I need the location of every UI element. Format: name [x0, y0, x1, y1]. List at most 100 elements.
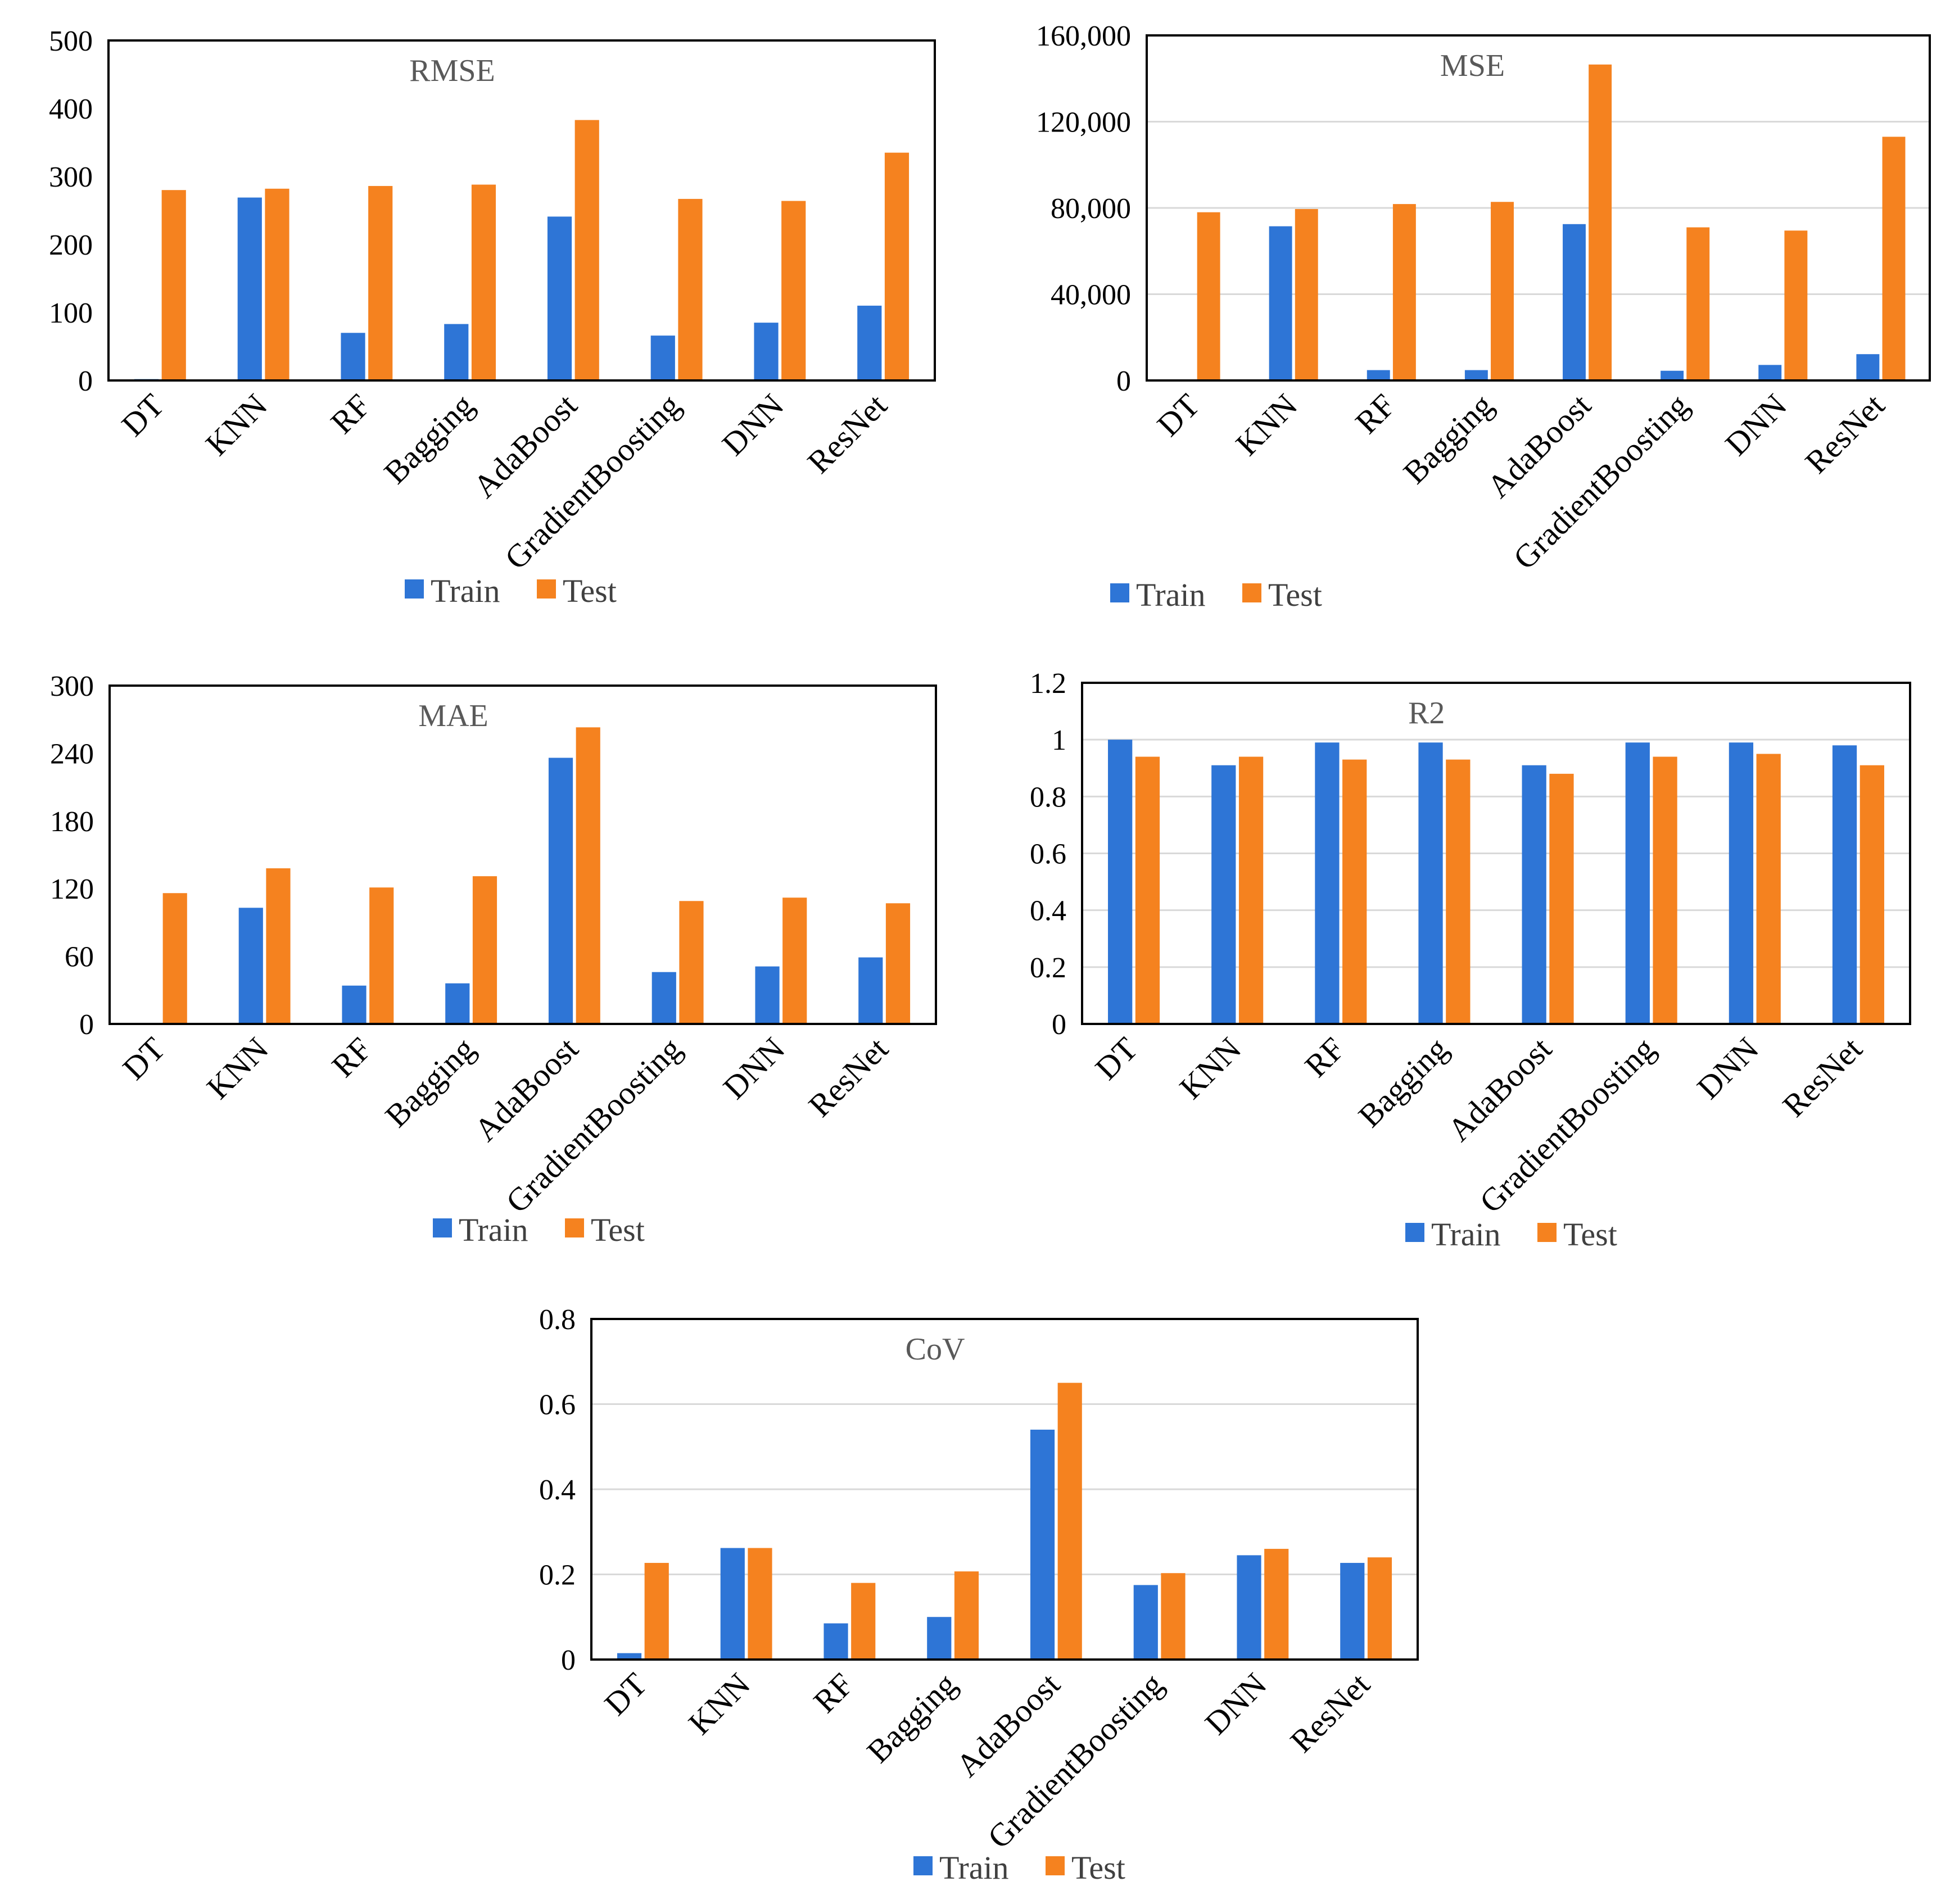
y-tick-label: 0.4	[539, 1474, 576, 1506]
category-label: GradientBoosting	[1506, 387, 1696, 577]
bar-test-dt	[1197, 212, 1220, 380]
bar-train-resnet	[1832, 745, 1857, 1024]
chart-title: RMSE	[409, 53, 495, 88]
chart-title: R2	[1408, 696, 1445, 731]
y-tick-label: 120	[50, 873, 94, 905]
bar-test-dt	[644, 1563, 669, 1660]
y-tick-label: 0.6	[539, 1389, 576, 1421]
bar-test-gradientboosting	[679, 901, 704, 1024]
legend-swatch-test	[537, 579, 556, 599]
category-label: DT	[597, 1666, 654, 1722]
y-tick-label: 0	[1116, 365, 1131, 397]
bar-test-rf	[851, 1583, 876, 1660]
y-tick-label: 160,000	[1036, 20, 1131, 52]
category-label: RF	[806, 1666, 860, 1720]
category-label: Bagging	[1351, 1030, 1455, 1134]
legend-label-test: Test	[1268, 577, 1322, 613]
bar-test-resnet	[1859, 765, 1884, 1024]
bar-train-bagging	[445, 983, 470, 1024]
bar-train-bagging	[1418, 742, 1443, 1024]
bar-train-bagging	[927, 1617, 952, 1660]
bar-train-dnn	[754, 323, 779, 380]
y-tick-label: 500	[49, 25, 93, 57]
category-label: KNN	[1173, 1030, 1248, 1106]
bar-train-knn	[237, 197, 262, 380]
category-label: ResNet	[802, 1030, 895, 1124]
bar-train-gradientboosting	[651, 972, 676, 1024]
bar-test-gradientboosting	[1653, 756, 1677, 1024]
y-tick-label: 40,000	[1051, 279, 1131, 311]
bar-train-dnn	[1729, 742, 1754, 1024]
plot-frame	[107, 39, 936, 382]
legend-swatch-train	[1405, 1223, 1424, 1242]
category-label: DNN	[716, 1030, 792, 1106]
category-label: ResNet	[1798, 387, 1892, 480]
legend-swatch-test	[565, 1218, 584, 1237]
bar-train-gradientboosting	[1133, 1585, 1158, 1660]
y-tick-label: 80,000	[1051, 193, 1131, 225]
bar-train-adaboost	[548, 758, 573, 1024]
y-tick-label: 300	[49, 161, 93, 193]
y-tick-label: 240	[50, 738, 94, 770]
legend-swatch-train	[913, 1856, 933, 1875]
bar-train-resnet	[1856, 354, 1880, 380]
category-label: DNN	[1690, 1030, 1766, 1106]
y-tick-label: 1.2	[1030, 668, 1066, 700]
bar-test-knn	[266, 868, 291, 1024]
bar-test-resnet	[1882, 137, 1906, 381]
bar-test-rf	[1342, 759, 1367, 1024]
category-label: ResNet	[1283, 1666, 1377, 1760]
y-tick-label: 180	[50, 806, 94, 838]
bar-test-adaboost	[1057, 1382, 1082, 1660]
category-label: DT	[115, 1030, 172, 1087]
category-label: RF	[323, 387, 377, 441]
bar-test-knn	[748, 1548, 772, 1660]
category-label: DT	[1088, 1030, 1145, 1087]
bar-test-rf	[369, 887, 394, 1024]
bar-test-dnn	[782, 897, 807, 1024]
category-label: DNN	[1198, 1666, 1274, 1742]
y-tick-label: 1	[1052, 724, 1066, 756]
bar-test-knn	[1295, 208, 1318, 380]
bar-train-rf	[824, 1623, 848, 1660]
bar-test-resnet	[1367, 1557, 1392, 1660]
bar-test-bagging	[471, 184, 496, 380]
plot-frame	[1081, 682, 1911, 1025]
bar-test-dnn	[1756, 754, 1781, 1024]
legend-label-test: Test	[591, 1212, 645, 1248]
bar-train-resnet	[1340, 1563, 1365, 1660]
legend-label-train: Train	[431, 573, 500, 609]
y-tick-label: 100	[49, 297, 93, 329]
bar-test-bagging	[1491, 202, 1514, 380]
category-label: GradientBoosting	[497, 387, 687, 577]
category-label: GradientBoosting	[980, 1666, 1170, 1856]
category-label: GradientBoosting	[1472, 1030, 1662, 1220]
category-label: KNN	[198, 387, 274, 463]
bar-test-dt	[161, 190, 186, 380]
bar-test-knn	[1238, 756, 1264, 1024]
category-label: DNN	[1718, 387, 1794, 463]
bar-train-bagging	[1464, 370, 1488, 380]
bar-train-adaboost	[1030, 1429, 1055, 1660]
bar-train-adaboost	[1522, 765, 1546, 1024]
legend-swatch-train	[405, 579, 424, 599]
y-tick-label: 0	[78, 365, 93, 397]
y-tick-label: 120,000	[1036, 107, 1131, 139]
bar-train-knn	[1211, 765, 1236, 1024]
legend-swatch-train	[433, 1218, 452, 1237]
bar-train-resnet	[857, 305, 882, 380]
bar-test-bagging	[954, 1571, 979, 1660]
bar-train-dnn	[1758, 365, 1782, 380]
category-label: GradientBoosting	[499, 1030, 689, 1220]
bar-test-bagging	[1446, 759, 1471, 1024]
y-tick-label: 0.8	[539, 1304, 576, 1336]
bar-test-adaboost	[576, 727, 600, 1024]
y-tick-label: 200	[49, 229, 93, 261]
bar-train-bagging	[444, 324, 469, 380]
y-tick-label: 400	[49, 93, 93, 125]
bar-test-rf	[1392, 204, 1416, 380]
